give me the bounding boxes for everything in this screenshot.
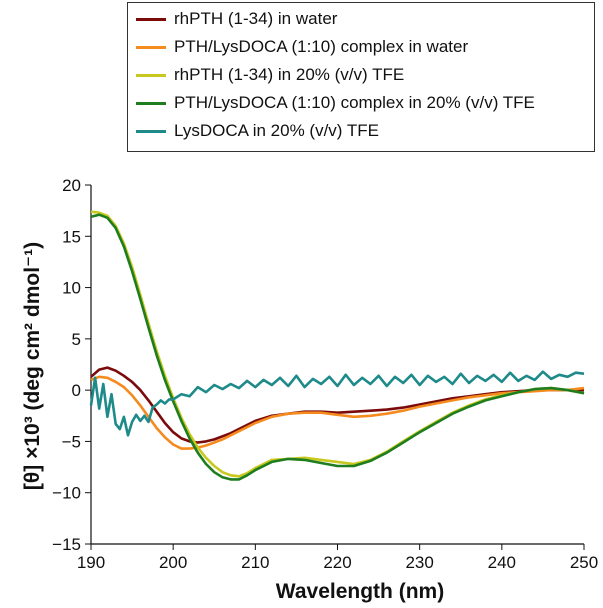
legend-swatch [136, 45, 166, 49]
legend-item: PTH/LysDOCA (1:10) complex in 20% (v/v) … [136, 91, 535, 115]
legend-swatch [136, 129, 166, 133]
x-tick-label: 230 [405, 553, 433, 572]
y-tick-label: 5 [72, 330, 81, 349]
y-axis-title: [θ] ×10³ (deg cm² dmol⁻¹) [21, 242, 44, 490]
x-tick-label: 200 [159, 553, 187, 572]
y-tick-label: 0 [72, 381, 81, 400]
series-group [89, 210, 585, 481]
legend-item: LysDOCA in 20% (v/v) TFE [136, 119, 379, 143]
x-tick-label: 240 [488, 553, 516, 572]
x-tick-label: 220 [323, 553, 351, 572]
legend-swatch [136, 73, 166, 77]
legend-label: rhPTH (1-34) in 20% (v/v) TFE [174, 65, 405, 84]
y-tick-label: 15 [62, 227, 81, 246]
y-tick-label: −15 [52, 535, 81, 554]
y-tick-label: 20 [62, 176, 81, 195]
legend-item: rhPTH (1-34) in 20% (v/v) TFE [136, 63, 404, 87]
series-line-2 [90, 375, 585, 450]
series-line-4 [90, 213, 585, 481]
legend-label: rhPTH (1-34) in water [174, 9, 338, 28]
x-axis-title: Wavelength (nm) [276, 580, 444, 603]
legend: rhPTH (1-34) in water PTH/LysDOCA (1:10)… [127, 2, 595, 152]
series-line-5 [89, 370, 585, 437]
legend-label: PTH/LysDOCA (1:10) complex in water [174, 37, 469, 56]
x-tick-label: 190 [77, 553, 105, 572]
legend-label: PTH/LysDOCA (1:10) complex in 20% (v/v) … [174, 93, 535, 112]
y-tick-label: −10 [52, 484, 81, 503]
legend-swatch [136, 101, 166, 105]
y-tick-label: −5 [62, 432, 81, 451]
y-tick-label: 10 [62, 279, 81, 298]
legend-item: rhPTH (1-34) in water [136, 7, 337, 31]
legend-label: LysDOCA in 20% (v/v) TFE [174, 121, 379, 140]
legend-swatch [136, 17, 166, 21]
x-tick-label: 250 [570, 553, 598, 572]
legend-item: PTH/LysDOCA (1:10) complex in water [136, 35, 468, 59]
x-tick-label: 210 [241, 553, 269, 572]
